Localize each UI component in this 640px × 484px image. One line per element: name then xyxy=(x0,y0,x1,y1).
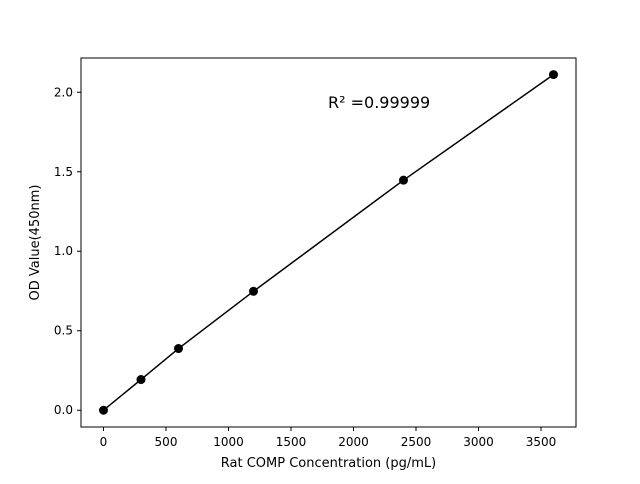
x-tick-label: 3500 xyxy=(526,435,557,449)
x-tick-label: 1000 xyxy=(213,435,244,449)
x-tick-label: 1500 xyxy=(276,435,307,449)
x-tick-label: 2500 xyxy=(401,435,432,449)
x-tick-label: 500 xyxy=(155,435,178,449)
series-line xyxy=(103,74,554,411)
y-axis-label: OD Value(450nm) xyxy=(28,185,43,301)
x-tick-label: 0 xyxy=(100,435,108,449)
data-point xyxy=(249,286,258,296)
data-point xyxy=(399,175,408,185)
y-tick-label: 0.0 xyxy=(54,403,73,417)
x-axis-label: Rat COMP Concentration (pg/mL) xyxy=(221,456,436,471)
x-tick-label: 3000 xyxy=(463,435,494,449)
x-axis-ticks: 0 500 1000 1500 2000 2500 3000 3500 xyxy=(100,427,557,449)
y-tick-label: 1.0 xyxy=(54,244,73,258)
y-tick-label: 0.5 xyxy=(54,324,73,338)
y-tick-label: 2.0 xyxy=(54,85,73,99)
y-axis-ticks: 0.0 0.5 1.0 1.5 2.0 xyxy=(54,85,81,417)
x-tick-label: 2000 xyxy=(338,435,369,449)
data-point xyxy=(99,405,108,415)
plot-area xyxy=(80,57,577,428)
data-point xyxy=(136,375,146,385)
r-squared-annotation: R² =0.99999 xyxy=(328,93,430,112)
series-group xyxy=(99,70,558,415)
data-point xyxy=(174,344,183,354)
data-point xyxy=(549,70,558,80)
y-tick-label: 1.5 xyxy=(54,165,73,179)
